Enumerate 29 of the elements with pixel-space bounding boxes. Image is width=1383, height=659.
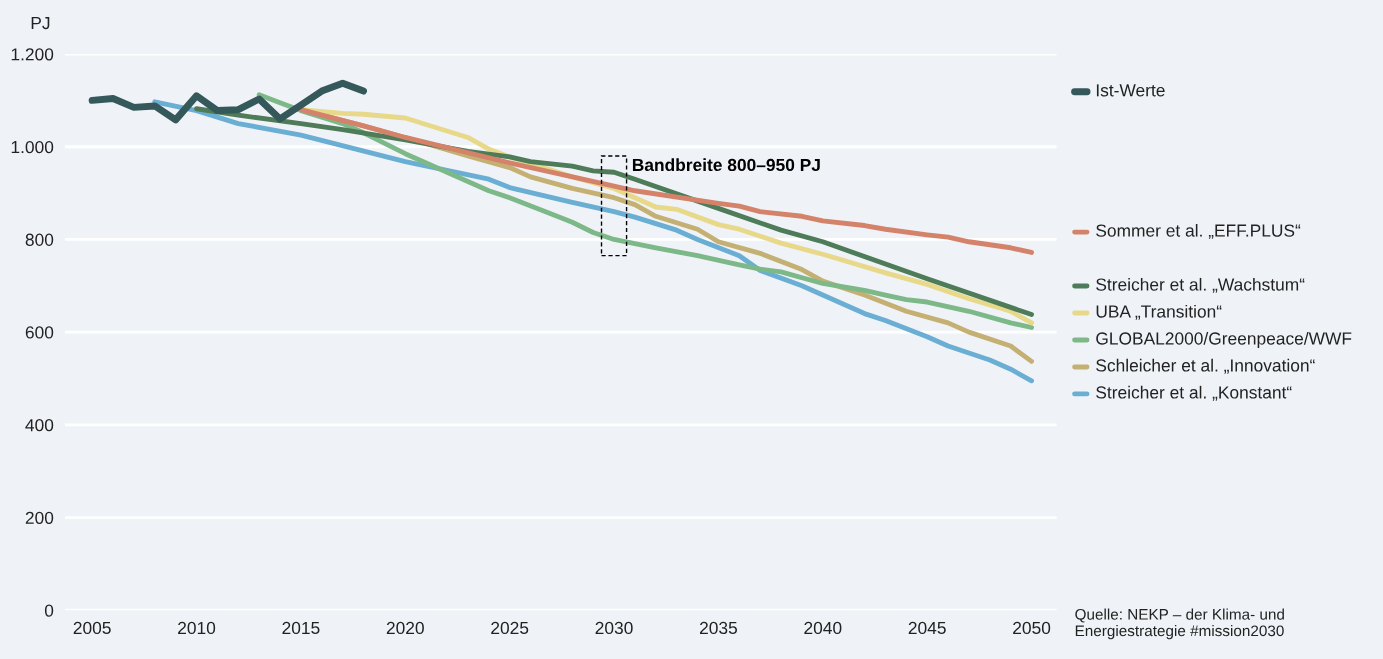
x-tick-label: 2005 (73, 621, 111, 635)
y-tick-label: 1.200 (11, 48, 54, 61)
x-tick-label: 2035 (699, 621, 738, 635)
x-tick-label: 2015 (282, 621, 320, 635)
line-series (152, 99, 1034, 384)
x-tick-label: 2030 (595, 621, 633, 635)
x-tick-label: 2010 (178, 621, 216, 635)
y-axis-title: PJ (31, 17, 50, 30)
line-series (298, 107, 1034, 255)
x-tick-label: 2025 (491, 621, 529, 635)
source-note: Quelle: NEKP – der Klima- und Energiestrategie #mission2030 (1075, 608, 1284, 640)
legend-label: Ist-Werte (1096, 84, 1165, 97)
legend-label: Streicher et al. „Wachstum“ (1096, 277, 1305, 293)
x-tick-label: 2045 (908, 621, 946, 635)
legend-label: UBA „Transition“ (1096, 304, 1222, 320)
y-tick-label: 800 (25, 233, 54, 246)
y-tick-label: 400 (25, 419, 54, 432)
legend-label: Streicher et al. „Konstant“ (1096, 385, 1292, 401)
legend-label: Sommer et al. „EFF.PLUS“ (1096, 223, 1301, 239)
legend-label: Schleicher et al. „Innovation“ (1096, 358, 1315, 374)
y-tick-label: 1.000 (11, 140, 54, 154)
annotation: Bandbreite 800–950 PJ (632, 158, 820, 172)
x-tick-label: 2040 (804, 621, 842, 635)
y-tick-label: 0 (44, 604, 54, 617)
legend-label: GLOBAL2000/Greenpeace/WWF (1096, 331, 1352, 349)
x-tick-label: 2020 (386, 621, 424, 635)
x-tick-label: 2050 (1013, 621, 1051, 635)
y-tick-label: 600 (25, 326, 54, 339)
y-tick-label: 200 (25, 511, 54, 524)
